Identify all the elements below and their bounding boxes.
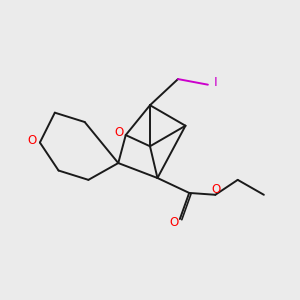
Text: O: O <box>212 183 221 196</box>
Text: I: I <box>213 76 217 89</box>
Text: O: O <box>114 126 124 139</box>
Text: O: O <box>169 215 179 229</box>
Text: O: O <box>27 134 36 147</box>
